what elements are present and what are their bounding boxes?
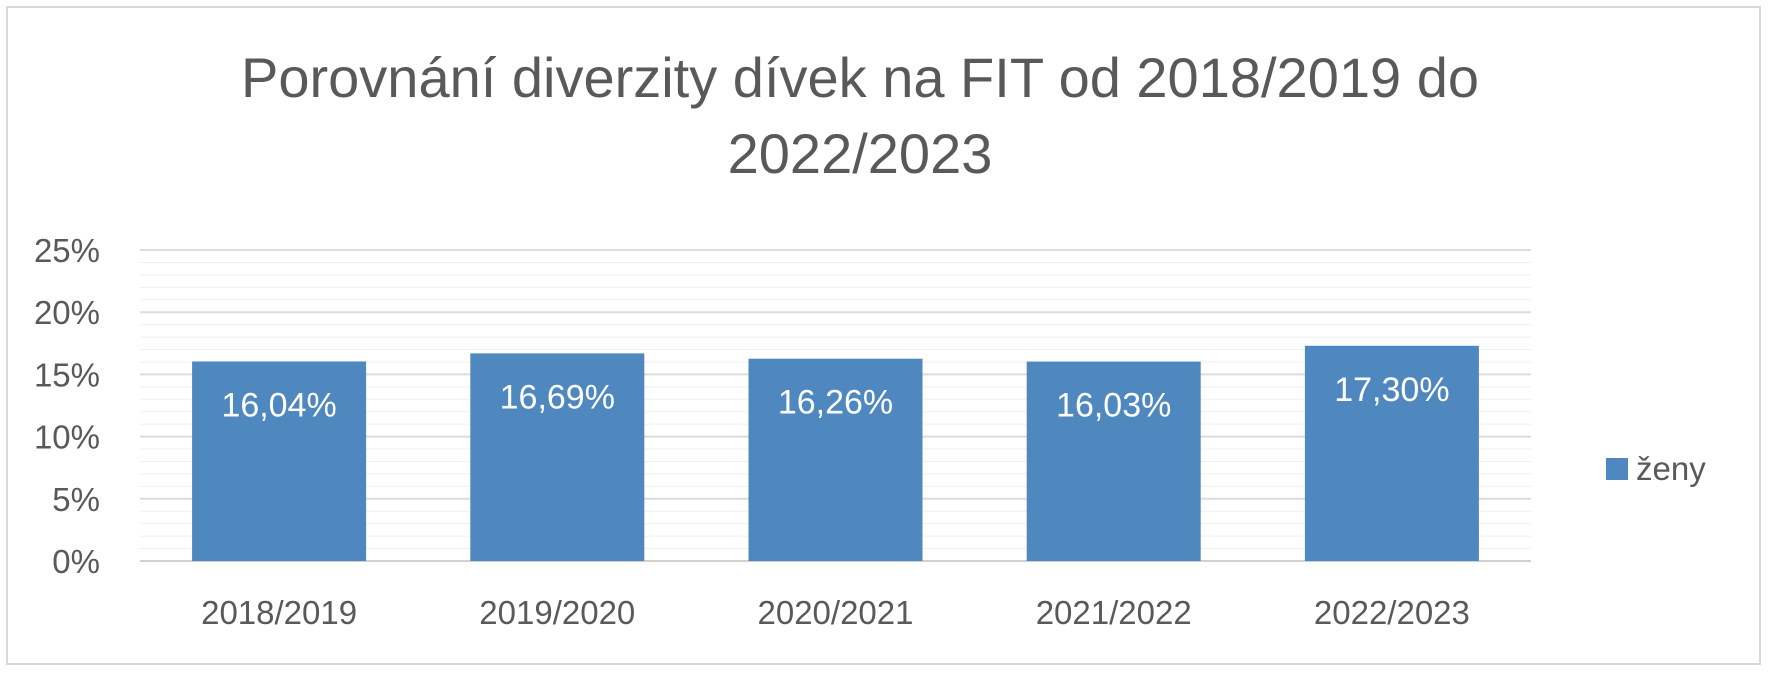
x-tick-label: 2021/2022 xyxy=(1036,594,1192,631)
x-tick-label: 2022/2023 xyxy=(1314,594,1470,631)
bar-2020-2021 xyxy=(748,358,923,561)
y-tick-label: 0% xyxy=(52,543,100,580)
legend-label-zeny: ženy xyxy=(1636,450,1706,487)
bar-2019-2020 xyxy=(470,353,645,561)
bar-2021-2022 xyxy=(1026,361,1201,561)
x-tick-label: 2020/2021 xyxy=(758,594,914,631)
y-tick-label: 5% xyxy=(52,481,100,518)
bar-2018-2019 xyxy=(192,361,367,561)
bar-2022-2023 xyxy=(1304,345,1479,561)
data-label: 16,04% xyxy=(221,386,336,424)
x-tick-label: 2019/2020 xyxy=(479,594,635,631)
x-axis-category-labels: 2018/2019 2019/2020 2020/2021 2021/2022 2022… xyxy=(201,594,1470,631)
legend: ženy xyxy=(1606,450,1706,487)
data-labels: 16,04% 16,69% 16,26% 16,03% 17,30% xyxy=(221,371,1449,425)
legend-swatch-zeny xyxy=(1606,458,1628,480)
data-label: 16,03% xyxy=(1056,387,1171,425)
data-label: 17,30% xyxy=(1334,371,1449,409)
x-tick-label: 2018/2019 xyxy=(201,594,357,631)
y-axis-tick-labels: 0% 5% 10% 15% 20% 25% xyxy=(34,232,100,580)
data-label: 16,69% xyxy=(500,378,615,416)
y-tick-label: 25% xyxy=(34,232,100,269)
data-label: 16,26% xyxy=(778,384,893,422)
y-tick-label: 15% xyxy=(34,356,100,393)
y-tick-label: 20% xyxy=(34,294,100,331)
y-tick-label: 10% xyxy=(34,419,100,456)
bar-series xyxy=(192,345,1479,561)
chart-title: Porovnání diverzity dívek na FIT od 2018… xyxy=(241,46,1479,185)
